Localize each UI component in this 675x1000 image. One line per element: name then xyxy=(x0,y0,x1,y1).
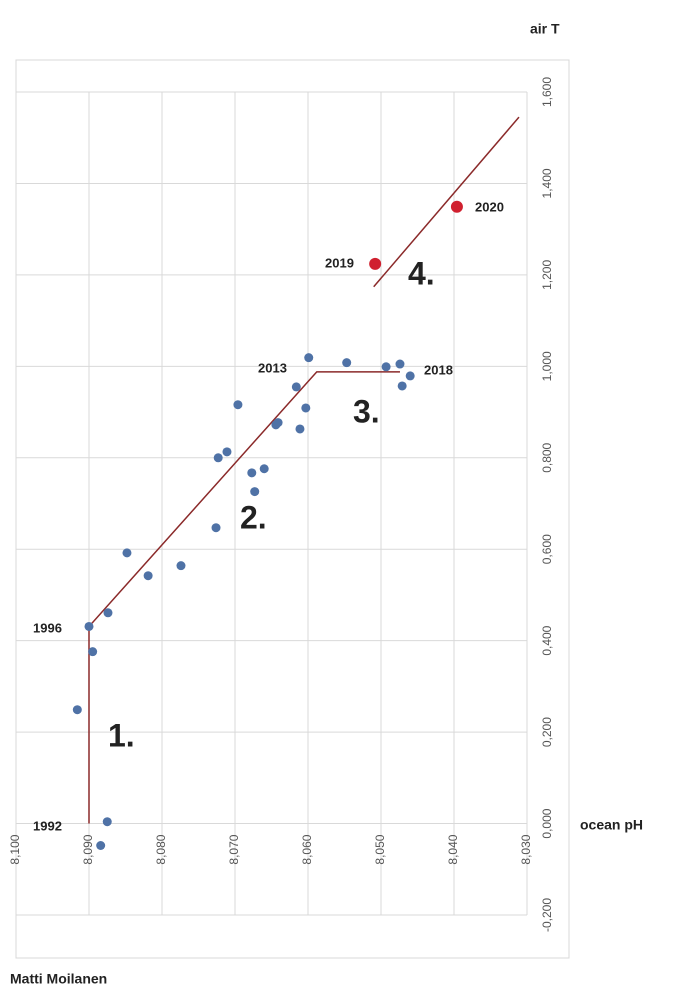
y-axis-label: air T xyxy=(530,21,560,37)
x-tick-label: 8,030 xyxy=(519,834,533,864)
point xyxy=(405,371,415,381)
point xyxy=(342,358,352,368)
point xyxy=(304,353,314,363)
point xyxy=(233,400,243,410)
y-tick-label: 1,400 xyxy=(540,168,554,198)
point xyxy=(96,841,106,851)
point xyxy=(395,359,405,369)
annotation: 2013 xyxy=(258,360,287,375)
point xyxy=(176,561,186,571)
author: Matti Moilanen xyxy=(10,971,107,987)
point xyxy=(295,424,305,434)
point xyxy=(381,362,391,372)
annotation: 2018 xyxy=(424,362,453,377)
annotation: 2. xyxy=(240,499,267,535)
point xyxy=(222,447,232,457)
point xyxy=(291,382,301,392)
x-tick-label: 8,080 xyxy=(154,834,168,864)
trend-line xyxy=(373,116,520,288)
point xyxy=(213,453,223,463)
point xyxy=(211,523,221,533)
point xyxy=(369,257,382,270)
point xyxy=(397,381,407,391)
trend-line xyxy=(88,371,400,824)
x-tick-label: 8,060 xyxy=(300,834,314,864)
point xyxy=(450,200,463,213)
point xyxy=(122,548,132,558)
annotation: 3. xyxy=(353,393,380,429)
point xyxy=(103,608,113,618)
y-tick-label: 0,200 xyxy=(540,717,554,747)
x-tick-label: 8,070 xyxy=(227,834,241,864)
point xyxy=(250,487,260,497)
point xyxy=(88,647,98,657)
point xyxy=(301,403,311,413)
x-tick-label: 8,100 xyxy=(8,834,22,864)
point xyxy=(247,468,257,478)
annotation: 1. xyxy=(108,717,135,753)
y-tick-label: 0,800 xyxy=(540,442,554,472)
point xyxy=(102,817,112,827)
point xyxy=(259,464,269,474)
y-tick-label: 1,000 xyxy=(540,351,554,381)
y-tick-label: 1,600 xyxy=(540,77,554,107)
x-tick-label: 8,090 xyxy=(81,834,95,864)
annotation: 4. xyxy=(408,255,435,291)
point xyxy=(84,621,94,631)
y-tick-label: 0,400 xyxy=(540,625,554,655)
annotation: 1996 xyxy=(33,620,62,635)
x-axis-label: ocean pH xyxy=(580,817,643,833)
y-tick-label: 0,600 xyxy=(540,534,554,564)
point xyxy=(72,705,82,715)
y-tick-label: 1,200 xyxy=(540,260,554,290)
y-tick-label: 0,000 xyxy=(540,808,554,838)
x-tick-label: 8,040 xyxy=(446,834,460,864)
annotation: 2020 xyxy=(475,199,504,214)
point xyxy=(143,571,153,581)
annotation: 1992 xyxy=(33,818,62,833)
y-tick-label: -0,200 xyxy=(540,898,554,932)
annotation: 2019 xyxy=(325,255,354,270)
point xyxy=(273,418,283,428)
x-tick-label: 8,050 xyxy=(373,834,387,864)
